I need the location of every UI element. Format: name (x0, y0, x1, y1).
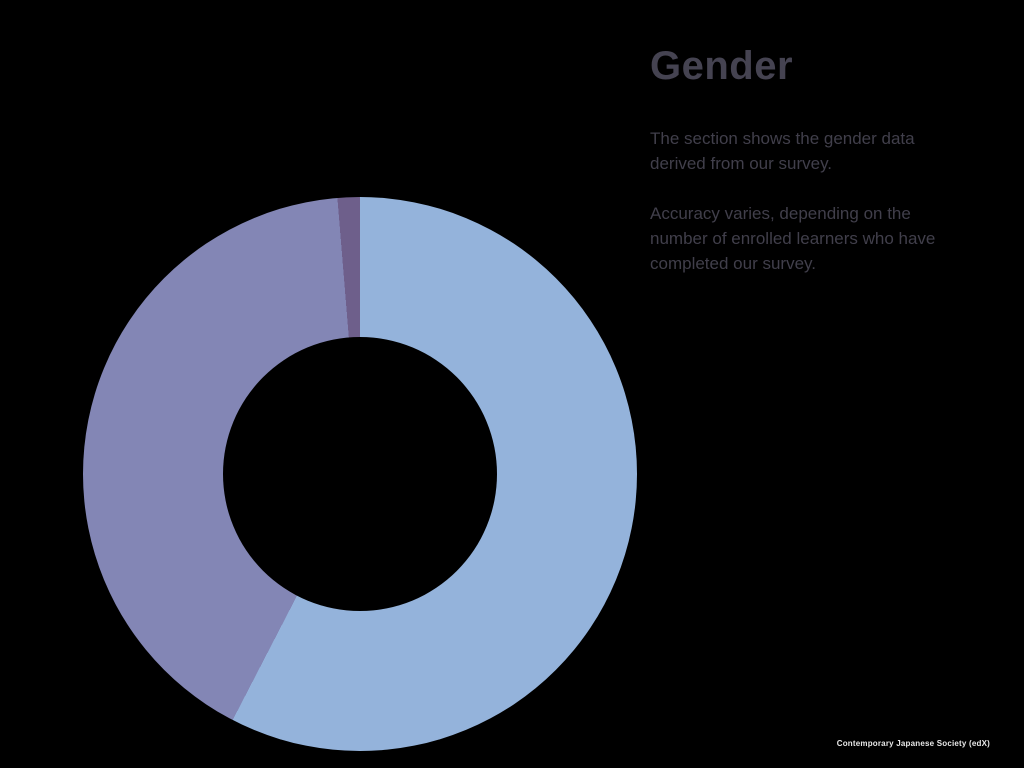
description-paragraph-2: Accuracy varies, depending on the number… (650, 204, 936, 273)
course-credit: Contemporary Japanese Society (edX) (836, 739, 990, 748)
donut-hole (223, 337, 497, 611)
page-title: Gender (650, 44, 794, 88)
gender-donut-chart (83, 197, 637, 751)
description-paragraph-1: The section shows the gender data derive… (650, 129, 915, 173)
